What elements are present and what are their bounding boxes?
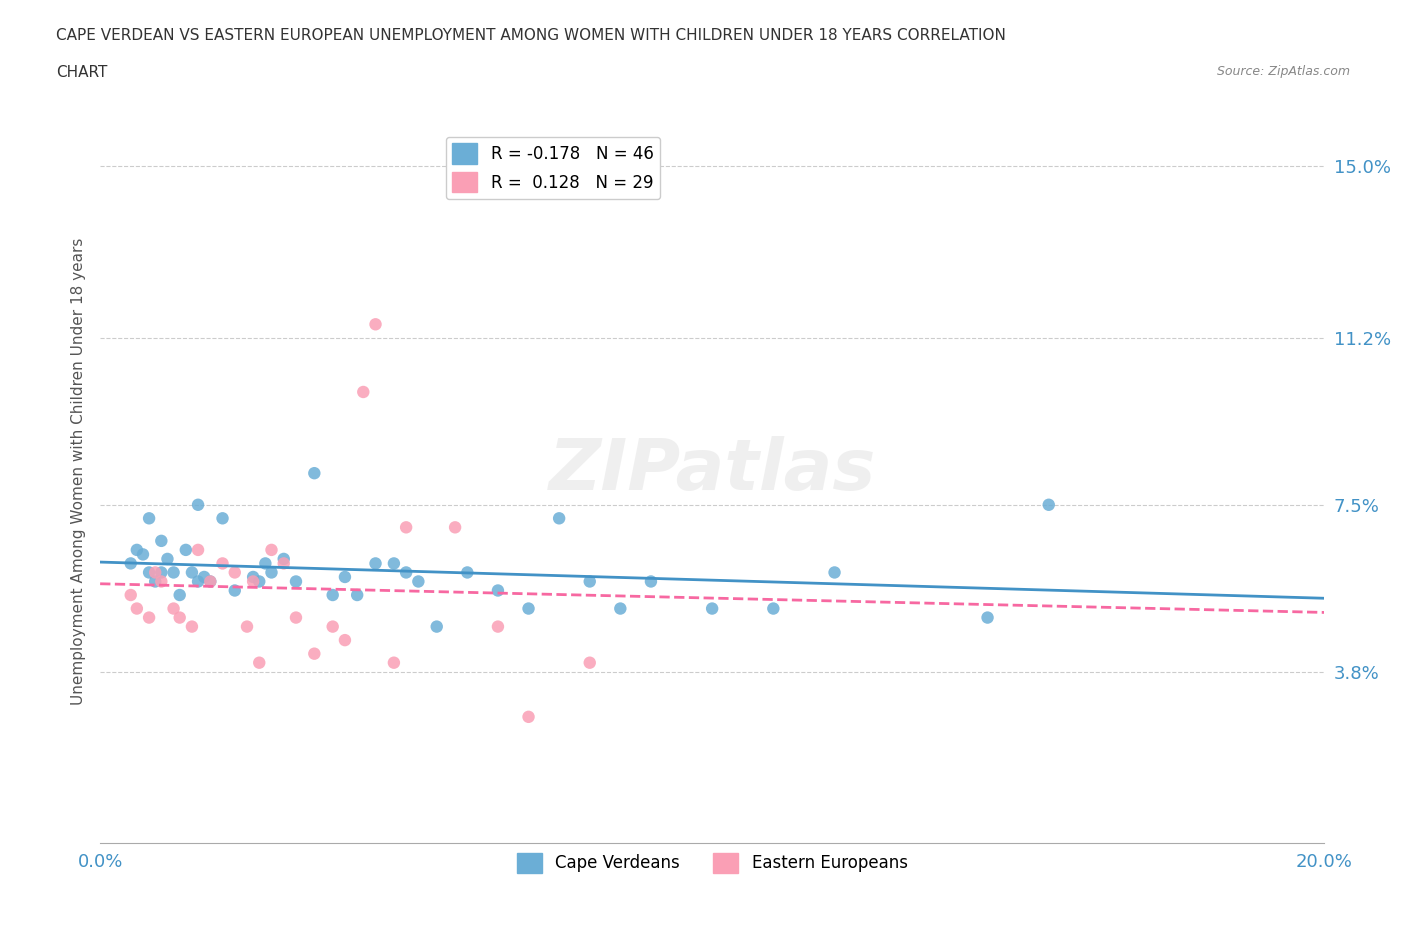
Text: CHART: CHART (56, 65, 108, 80)
Point (138, 610, 160, 625)
Point (285, 574, 308, 589)
Point (395, 565, 418, 580)
Point (181, 565, 204, 580)
Point (200, 574, 222, 589)
Point (187, 498, 209, 512)
Point (260, 542, 283, 557)
Point (548, 511, 571, 525)
Point (132, 547, 155, 562)
Point (444, 520, 467, 535)
Point (273, 556, 295, 571)
Point (143, 565, 166, 580)
Point (150, 574, 173, 589)
Point (486, 619, 509, 634)
Point (162, 565, 184, 580)
Point (578, 656, 600, 671)
Point (236, 619, 259, 634)
Point (333, 569, 356, 584)
Point (254, 556, 277, 571)
Point (162, 601, 184, 616)
Point (346, 588, 368, 603)
Point (517, 601, 540, 616)
Point (322, 588, 344, 603)
Point (382, 656, 405, 671)
Point (285, 610, 308, 625)
Text: ZIPatlas: ZIPatlas (548, 436, 876, 505)
Point (120, 556, 142, 571)
Point (426, 619, 449, 634)
Point (517, 710, 540, 724)
Point (224, 583, 246, 598)
Point (260, 565, 283, 580)
Point (143, 574, 166, 589)
Point (211, 556, 233, 571)
Point (702, 601, 724, 616)
Point (200, 574, 222, 589)
Point (304, 466, 326, 481)
Point (640, 574, 662, 589)
Point (125, 542, 148, 557)
Legend: Cape Verdeans, Eastern Europeans: Cape Verdeans, Eastern Europeans (510, 846, 914, 880)
Point (352, 384, 374, 399)
Point (382, 556, 405, 571)
Point (976, 610, 998, 625)
Point (120, 588, 142, 603)
Text: CAPE VERDEAN VS EASTERN EUROPEAN UNEMPLOYMENT AMONG WOMEN WITH CHILDREN UNDER 18: CAPE VERDEAN VS EASTERN EUROPEAN UNEMPLO… (56, 28, 1007, 43)
Point (364, 317, 387, 332)
Point (174, 542, 197, 557)
Point (187, 542, 209, 557)
Point (273, 551, 295, 566)
Point (762, 601, 785, 616)
Point (138, 565, 160, 580)
Point (824, 565, 846, 580)
Point (138, 511, 160, 525)
Point (486, 583, 509, 598)
Point (456, 565, 478, 580)
Point (193, 569, 215, 584)
Point (247, 574, 270, 589)
Point (247, 656, 270, 671)
Point (181, 619, 204, 634)
Point (156, 551, 179, 566)
Point (322, 619, 344, 634)
Point (211, 511, 233, 525)
Point (150, 534, 173, 549)
Point (408, 574, 430, 589)
Point (242, 569, 264, 584)
Point (169, 610, 191, 625)
Point (187, 574, 209, 589)
Point (578, 574, 600, 589)
Point (364, 556, 387, 571)
Point (150, 565, 173, 580)
Point (125, 601, 148, 616)
Point (242, 574, 264, 589)
Point (333, 632, 356, 647)
Point (609, 601, 631, 616)
Point (224, 565, 246, 580)
Point (169, 588, 191, 603)
Y-axis label: Unemployment Among Women with Children Under 18 years: Unemployment Among Women with Children U… (72, 237, 86, 705)
Text: Source: ZipAtlas.com: Source: ZipAtlas.com (1216, 65, 1350, 78)
Point (395, 520, 418, 535)
Point (304, 646, 326, 661)
Point (1038, 498, 1060, 512)
